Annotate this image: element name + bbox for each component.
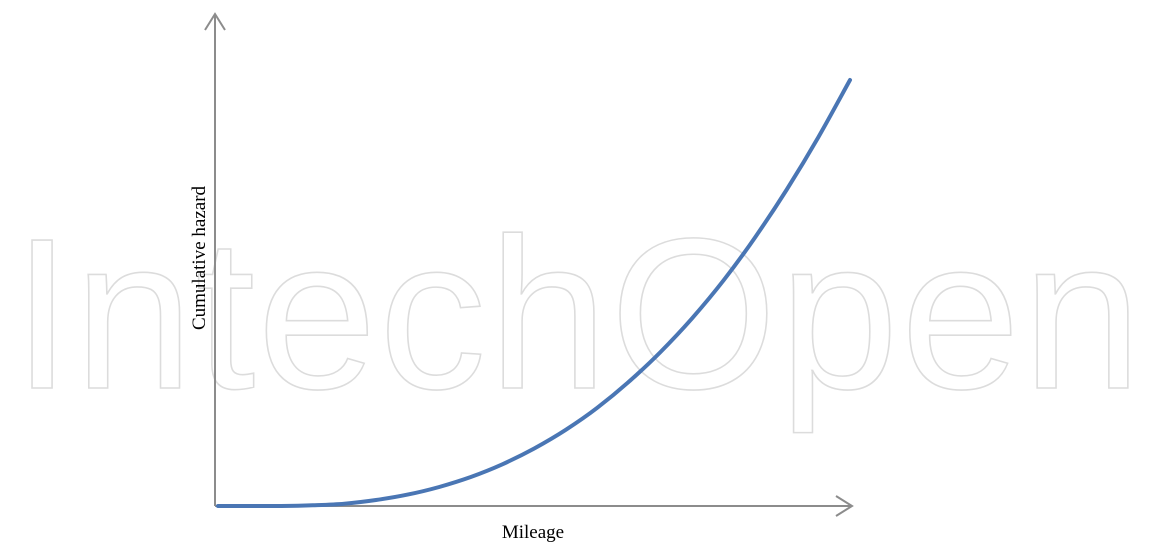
y-axis-arrow-icon <box>204 12 226 31</box>
x-axis-arrow-icon <box>835 495 854 517</box>
x-axis-title: Mileage <box>502 522 564 543</box>
y-axis-title: Cumulative hazard <box>189 185 210 330</box>
watermark: IntechOpen <box>11 192 1144 435</box>
watermark-text: IntechOpen <box>12 193 1144 434</box>
series-line-0 <box>216 78 852 509</box>
series-layer <box>216 78 852 509</box>
